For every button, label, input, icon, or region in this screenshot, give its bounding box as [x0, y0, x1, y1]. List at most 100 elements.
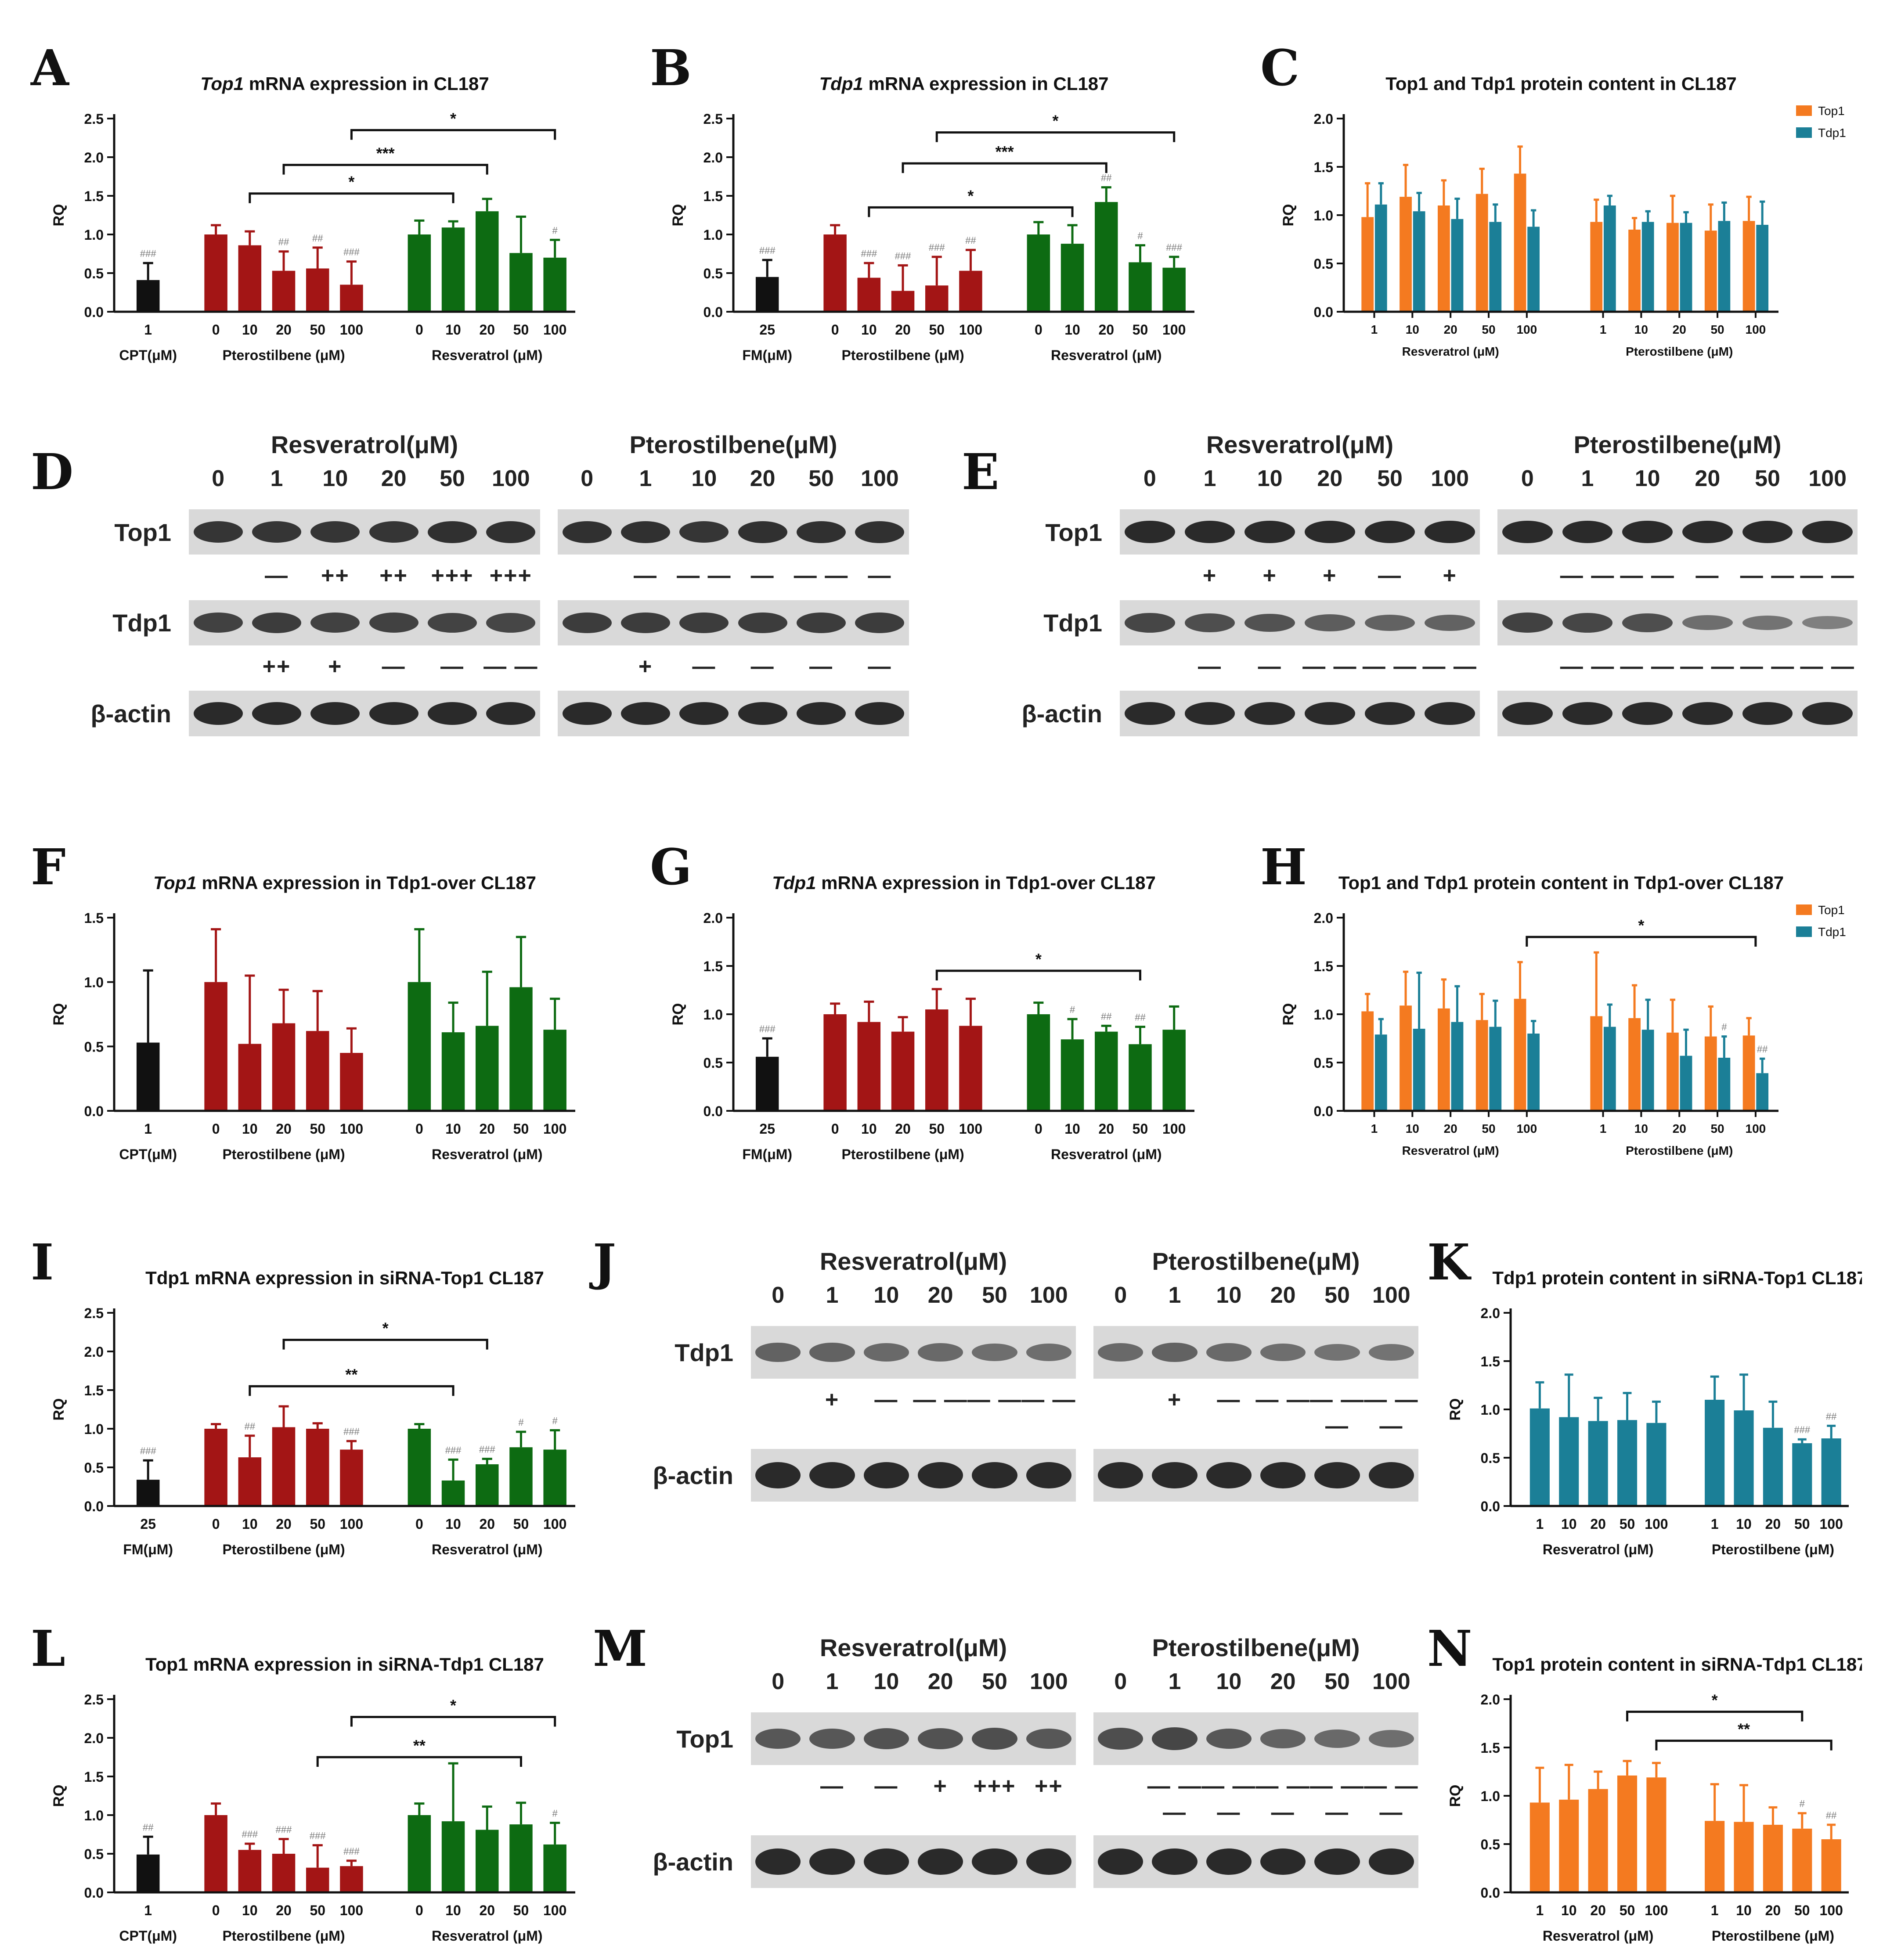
bar-tdp1 [1603, 1027, 1616, 1111]
y-tick-label: 1.0 [1481, 1788, 1500, 1804]
lane-label: 50 [808, 466, 834, 491]
blot-band [1206, 1848, 1252, 1875]
blot-band [562, 521, 612, 543]
lane-label: 10 [1634, 466, 1660, 491]
blot-band [621, 521, 670, 543]
significance-mark: ### [343, 247, 360, 258]
blot-band [1368, 1344, 1414, 1361]
significance-mark: ### [276, 1824, 292, 1835]
blot-strip [189, 600, 540, 645]
group-label: FM(μM) [742, 1146, 792, 1162]
y-tick-label: 2.5 [84, 1305, 104, 1321]
lane-label: 20 [927, 1669, 953, 1694]
y-tick-label: 0.0 [84, 1499, 104, 1514]
blot-band [1802, 520, 1853, 544]
x-tick-label: 10 [445, 1902, 461, 1918]
bar [441, 1821, 465, 1892]
band-change-mark: — — [913, 1387, 968, 1412]
chart-title-rest: mRNA expression in CL187 [244, 73, 489, 94]
blot-strip [1120, 691, 1480, 736]
significance-mark: ### [343, 1426, 360, 1437]
x-tick-label: 20 [1765, 1516, 1781, 1532]
bar [1705, 1400, 1725, 1506]
band-change-mark: — — [794, 563, 849, 589]
blot-strip [189, 691, 540, 736]
group-label: Resveratrol (μM) [1051, 1146, 1162, 1162]
blot-band [1124, 702, 1175, 725]
bar [441, 227, 465, 312]
x-tick-label: 20 [479, 322, 495, 338]
significance-mark: # [1070, 1004, 1075, 1015]
band-change-mark: — — [1620, 654, 1675, 679]
bar [306, 268, 329, 312]
bar [476, 1464, 499, 1506]
panel-letter: M [593, 1620, 647, 1678]
blot-band [310, 612, 360, 633]
lane-label: 20 [927, 1283, 953, 1308]
bar [238, 1457, 262, 1506]
y-tick-label: 1.5 [84, 1383, 104, 1398]
x-tick-label: 1 [1536, 1516, 1544, 1532]
blot-band [755, 1462, 801, 1488]
x-tick-label: 50 [1620, 1516, 1635, 1532]
bar [509, 987, 533, 1111]
significance-bracket [350, 1715, 556, 1727]
significance-mark: ## [143, 1822, 154, 1833]
bar [823, 1014, 847, 1111]
significance-mark: ### [140, 1445, 156, 1456]
bar [755, 277, 779, 312]
x-tick-label: 0 [415, 1516, 423, 1532]
x-tick-label: 10 [445, 1121, 461, 1137]
panel-letter: I [31, 1234, 54, 1291]
protein-label: β-actin [90, 700, 171, 728]
bar [1027, 234, 1050, 312]
band-change-mark: + [638, 654, 653, 679]
significance-label: * [1638, 916, 1644, 934]
lane-label: 1 [1581, 466, 1594, 491]
blot-strip [558, 691, 909, 736]
y-axis-label: RQ [1280, 204, 1297, 227]
bar [1529, 1802, 1550, 1892]
lane-label: 20 [1695, 466, 1721, 491]
x-tick-label: 1 [1711, 1902, 1719, 1918]
y-tick-label: 1.5 [1314, 958, 1333, 974]
bar [238, 245, 262, 312]
blot-band [1097, 1343, 1144, 1362]
group-label: Resveratrol (μM) [432, 1542, 543, 1557]
blot-band [310, 521, 360, 543]
significance-mark: ## [312, 233, 323, 244]
bar [1646, 1423, 1667, 1506]
blot-band [755, 1728, 801, 1749]
significance-mark: ### [1166, 242, 1182, 253]
lane-label: 20 [1270, 1669, 1296, 1694]
significance-mark: ### [1794, 1424, 1810, 1435]
band-change-mark: + [933, 1773, 948, 1799]
lane-label: 20 [750, 466, 776, 491]
blot-band [486, 521, 536, 543]
blot-strip [558, 509, 909, 555]
x-tick-label: 1 [1600, 323, 1607, 336]
group-label: CPT(μM) [119, 1146, 177, 1162]
blot-band [1622, 702, 1673, 725]
bar [272, 1854, 296, 1892]
group-label: Resveratrol (μM) [432, 1928, 543, 1944]
significance-mark: # [518, 1417, 524, 1428]
bar [857, 277, 881, 312]
blot-band [972, 1344, 1017, 1361]
y-tick-label: 2.0 [1314, 111, 1333, 127]
x-tick-label: 1 [1600, 1122, 1607, 1135]
x-tick-label: 20 [479, 1121, 495, 1137]
band-change-mark: — — — [1201, 1773, 1256, 1825]
significance-mark: ### [759, 245, 776, 256]
bar [1559, 1799, 1579, 1892]
lane-label: 1 [1168, 1669, 1181, 1694]
lane-label: 0 [1114, 1283, 1127, 1308]
bar [543, 1449, 566, 1506]
blot-band [1152, 1727, 1198, 1750]
blot-band [252, 521, 301, 543]
blot-strip [1093, 1326, 1418, 1379]
y-axis-label: RQ [670, 204, 686, 227]
y-tick-label: 1.5 [84, 188, 104, 204]
x-tick-label: 0 [1035, 1121, 1043, 1137]
blot-band [1368, 1462, 1414, 1488]
